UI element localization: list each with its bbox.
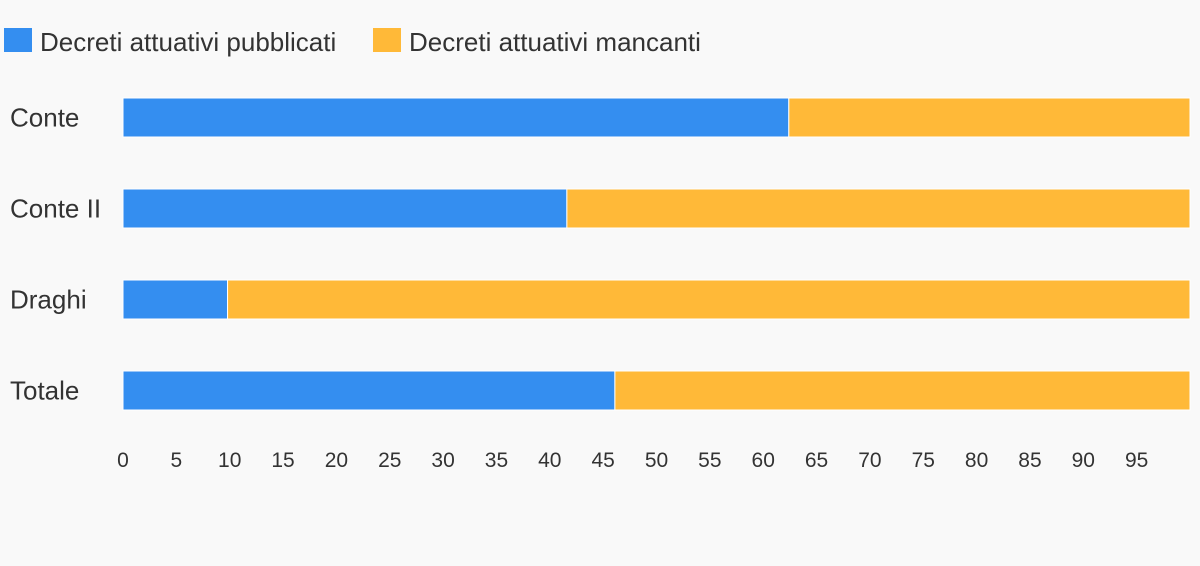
value-axis: 0 5 10 15 20 25 30 35 40 45 50 55 60 65 70 75 80 85 90 95 <box>117 449 1148 472</box>
x-tick-label: 40 <box>538 449 561 472</box>
chart-legend: Decreti attuativi pubblicati Decreti attu… <box>4 27 701 57</box>
x-tick-label: 5 <box>171 449 183 472</box>
bar-row-conte-ii <box>122 188 1191 229</box>
legend-label: Decreti attuativi pubblicati <box>40 27 336 57</box>
bar-conte-decreti-attuativi-pubblicati <box>122 97 790 138</box>
x-tick-label: 0 <box>117 449 129 472</box>
category-axis: Conte Conte II Draghi Totale <box>10 103 101 406</box>
x-tick-label: 65 <box>805 449 828 472</box>
legend-swatch <box>373 28 401 52</box>
bar-draghi-decreti-attuativi-pubblicati <box>122 279 229 320</box>
bar-row-conte <box>122 97 1191 138</box>
legend-label: Decreti attuativi mancanti <box>409 27 701 57</box>
legend-item-decreti-attuativi-mancanti: Decreti attuativi mancanti <box>373 27 701 57</box>
bar-area <box>122 97 1191 411</box>
bar-conte-decreti-attuativi-mancanti <box>788 97 1191 138</box>
bar-totale-decreti-attuativi-mancanti <box>614 370 1191 411</box>
x-tick-label: 35 <box>485 449 508 472</box>
x-tick-label: 25 <box>378 449 401 472</box>
category-label-totale: Totale <box>10 376 79 406</box>
x-tick-label: 70 <box>858 449 881 472</box>
bar-totale-decreti-attuativi-pubblicati <box>122 370 616 411</box>
bar-conte-ii-decreti-attuativi-mancanti <box>566 188 1191 229</box>
x-tick-label: 85 <box>1018 449 1041 472</box>
x-tick-label: 75 <box>912 449 935 472</box>
legend-item-decreti-attuativi-pubblicati: Decreti attuativi pubblicati <box>4 27 336 57</box>
x-tick-label: 50 <box>645 449 668 472</box>
x-tick-label: 30 <box>431 449 454 472</box>
x-tick-label: 55 <box>698 449 721 472</box>
bar-conte-ii-decreti-attuativi-pubblicati <box>122 188 568 229</box>
x-tick-label: 95 <box>1125 449 1148 472</box>
x-tick-label: 45 <box>591 449 614 472</box>
bar-row-totale <box>122 370 1191 411</box>
x-tick-label: 60 <box>752 449 775 472</box>
category-label-conte: Conte <box>10 103 79 133</box>
category-label-draghi: Draghi <box>10 285 87 315</box>
category-label-conte-ii: Conte II <box>10 194 101 224</box>
bar-draghi-decreti-attuativi-mancanti <box>227 279 1191 320</box>
x-tick-label: 20 <box>325 449 348 472</box>
x-tick-label: 80 <box>965 449 988 472</box>
x-tick-label: 15 <box>271 449 294 472</box>
x-tick-label: 10 <box>218 449 241 472</box>
legend-swatch <box>4 28 32 52</box>
x-tick-label: 90 <box>1072 449 1095 472</box>
bar-row-draghi <box>122 279 1191 320</box>
